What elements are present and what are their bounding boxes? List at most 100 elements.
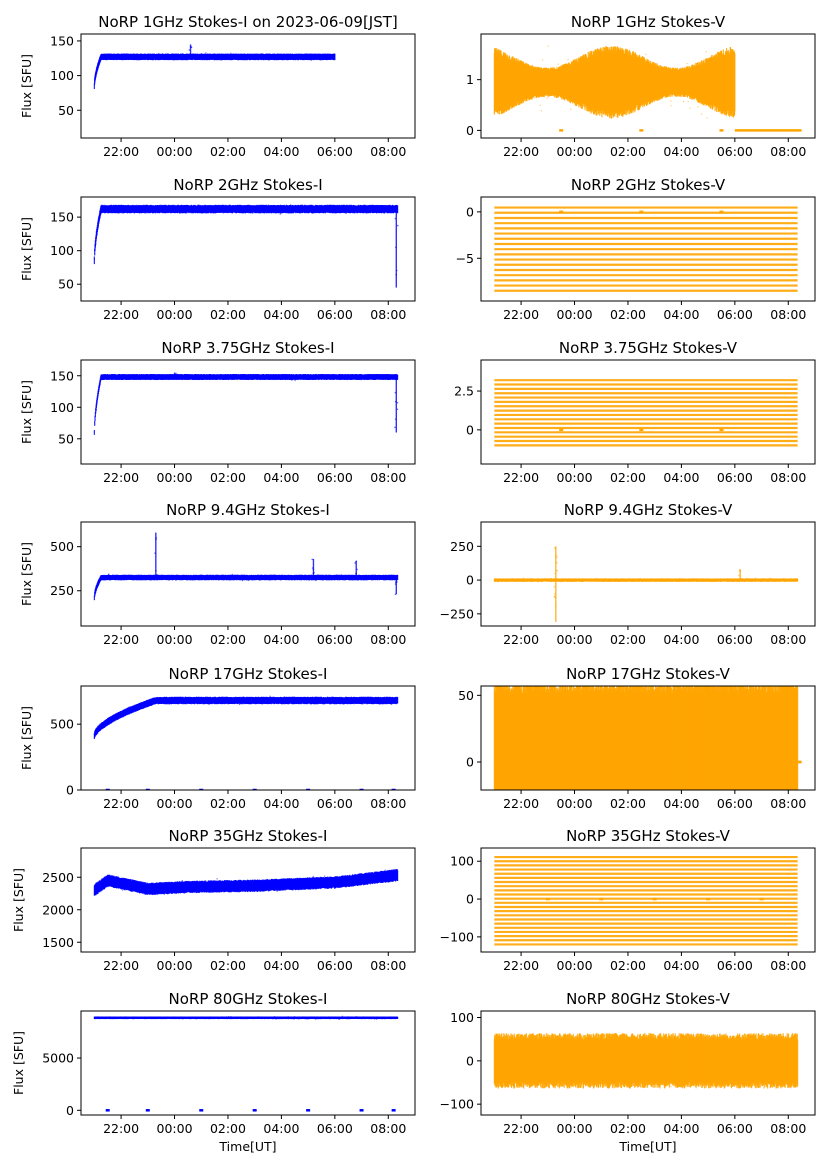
series-point: [231, 210, 233, 212]
series-point: [328, 57, 331, 60]
series-point: [128, 376, 130, 378]
x-tick-label: 02:00: [210, 144, 246, 159]
series-point: [220, 58, 222, 61]
series-point: [701, 82, 703, 85]
series-point: [114, 54, 116, 56]
series-point: [705, 50, 707, 53]
series-point: [253, 54, 255, 57]
series-point: [257, 206, 259, 209]
series-point: [95, 404, 97, 406]
series-point: [95, 69, 98, 72]
series-point: [172, 57, 174, 59]
series-point: [220, 55, 222, 57]
series-point: [239, 56, 242, 58]
series-point: [247, 204, 250, 207]
series-point: [216, 375, 219, 377]
series-point: [514, 67, 517, 69]
series-point: [235, 211, 237, 213]
series-point: [277, 55, 279, 57]
series-point: [571, 78, 573, 80]
series-point: [292, 58, 294, 60]
series-point: [294, 379, 296, 382]
series-point: [263, 59, 265, 61]
series-point: [243, 210, 245, 212]
series-point: [169, 210, 172, 212]
series-point: [268, 54, 271, 57]
series-point: [619, 88, 622, 90]
y-axis-label: Flux [SFU]: [19, 54, 34, 118]
series-point: [200, 211, 202, 213]
y-tick-label: 0: [466, 123, 474, 138]
series-point: [592, 70, 595, 73]
series-point: [635, 88, 637, 90]
series-spike-point: [173, 374, 176, 377]
series-point: [600, 91, 602, 94]
series-point: [320, 375, 323, 377]
x-tick-label: 04:00: [263, 470, 299, 485]
series-point: [165, 58, 168, 60]
series-point: [261, 376, 263, 378]
series-point: [689, 107, 691, 109]
series-point: [202, 374, 205, 377]
series-point: [275, 376, 278, 378]
x-tick-label: 00:00: [557, 307, 593, 322]
series-point: [306, 375, 308, 377]
series-point: [220, 205, 223, 207]
chart-panel-3: 22:00 00:00 02:00 04:00 06:00 08:00 −5 0 NoRP 2G…: [456, 176, 816, 322]
series-point: [310, 56, 313, 59]
series-point: [598, 62, 601, 64]
series-point: [354, 207, 356, 210]
series-point: [261, 205, 264, 207]
series-point: [682, 100, 685, 103]
series-point: [154, 56, 156, 59]
series-point: [349, 374, 351, 377]
series-point: [300, 377, 303, 379]
series-point: [166, 209, 168, 211]
series-point: [228, 208, 230, 210]
series-point: [274, 55, 277, 57]
series-point: [507, 59, 509, 61]
series-point: [548, 90, 550, 92]
series-point: [706, 117, 708, 119]
series-point: [296, 376, 298, 378]
x-tick-label: 08:00: [770, 307, 806, 322]
series-point: [501, 101, 504, 104]
y-tick-label: 100: [50, 68, 74, 83]
series-point: [325, 378, 327, 380]
series-point: [663, 77, 665, 79]
series-point: [232, 56, 234, 59]
series-point: [103, 208, 105, 211]
series-point: [390, 376, 392, 379]
series-point: [281, 376, 284, 379]
series-point: [694, 79, 696, 81]
x-tick-label: 08:00: [370, 470, 406, 485]
series-point: [331, 207, 333, 210]
series-point: [231, 55, 233, 58]
series-point: [297, 375, 300, 377]
series-point: [722, 85, 725, 87]
series-point: [132, 56, 135, 58]
series-point: [332, 207, 335, 209]
series-point: [329, 208, 331, 211]
series-point: [132, 374, 134, 376]
series-point: [563, 64, 566, 66]
series-point: [674, 95, 677, 97]
series-point: [330, 207, 332, 209]
y-tick-label: 100: [50, 400, 74, 415]
series-point: [259, 377, 261, 379]
x-tick-label: 02:00: [610, 470, 646, 485]
series-point: [264, 211, 266, 213]
series-point: [201, 53, 203, 55]
series-point: [145, 376, 147, 378]
series-point: [207, 209, 210, 212]
series-point: [120, 53, 123, 55]
series-point: [164, 206, 167, 209]
series-spike-point: [394, 217, 397, 220]
series-point: [190, 374, 192, 376]
series-point: [245, 208, 248, 210]
series-point: [670, 100, 672, 102]
series-point: [725, 73, 727, 75]
series-point: [159, 207, 162, 209]
series-point: [214, 209, 216, 211]
series-point: [620, 94, 622, 97]
